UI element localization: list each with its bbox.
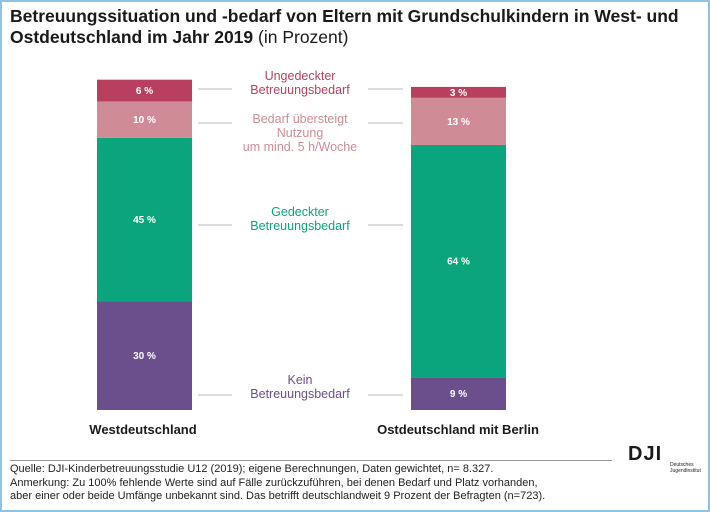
chart-title: Betreuungssituation und -bedarf von Elte…	[10, 6, 700, 48]
footer-note-line2: aber einer oder beide Umfänge unbekannt …	[10, 490, 546, 502]
data-label-ostdeutschland-mit-berlin-ungedeckter-betreuungsbedarf: 3 %	[450, 88, 467, 99]
series-label-ungedeckter-betreuungsbedarf-line2: Betreuungsbedarf	[250, 83, 350, 97]
footer-note-line1: Anmerkung: Zu 100% fehlende Werte sind a…	[10, 476, 538, 489]
series-label-kein-betreuungsbedarf-line1: Kein	[287, 373, 312, 387]
series-label-ungedeckter-betreuungsbedarf-line1: Ungedeckter	[265, 69, 336, 83]
data-label-ostdeutschland-mit-berlin-gedeckter-betreuungsbedarf: 64 %	[447, 257, 470, 268]
chart-title-sub: (in Prozent)	[253, 27, 349, 47]
data-label-ostdeutschland-mit-berlin-kein-betreuungsbedarf: 9 %	[450, 389, 467, 400]
data-label-westdeutschland-ungedeckter-betreuungsbedarf: 6 %	[136, 86, 153, 97]
series-label-gedeckter-betreuungsbedarf-line1: Gedeckter	[271, 205, 329, 219]
dji-logo: DJI Deutsches Jugendinstitut	[628, 443, 708, 483]
series-label-bedarf-ubersteigt-nutzung-um-mind-5-h-woche-line2: Nutzung	[277, 126, 324, 140]
series-label-gedeckter-betreuungsbedarf-line2: Betreuungsbedarf	[250, 219, 350, 233]
chart-title-main: Betreuungssituation und -bedarf von Elte…	[10, 6, 679, 47]
bar-ostdeutschland-mit-berlin-bedarf-ubersteigt-nutzung-um-mind-5-h-woche	[411, 97, 506, 146]
dji-logo-mark: DJI	[628, 443, 663, 465]
dji-logo-text-line2: Jugendinstitut	[670, 468, 701, 474]
dji-logo-text: Deutsches Jugendinstitut	[670, 462, 701, 474]
stacked-bar-chart: 30 % 45 % 10 % 6 % Westdeutschland 9 % 64 % 13 …	[89, 69, 539, 437]
bar-ostdeutschland-mit-berlin-gedeckter-betreuungsbedarf	[411, 145, 506, 378]
footer-divider	[10, 460, 612, 461]
data-label-westdeutschland-bedarf-ubersteigt-nutzung-um-mind-5-h-woche: 10 %	[133, 115, 156, 126]
category-label-ostdeutschland-mit-berlin: Ostdeutschland mit Berlin	[377, 422, 539, 437]
data-label-westdeutschland-gedeckter-betreuungsbedarf: 45 %	[133, 215, 156, 226]
category-label-westdeutschland: Westdeutschland	[89, 422, 196, 437]
dji-logo-text-line1: Deutsches	[670, 462, 694, 468]
footer: Quelle: DJI-Kinderbetreuungsstudie U12 (…	[10, 463, 610, 504]
series-label-bedarf-ubersteigt-nutzung-um-mind-5-h-woche-line1: Bedarf übersteigt	[252, 112, 348, 126]
bar-westdeutschland-gedeckter-betreuungsbedarf	[97, 137, 192, 302]
series-label-kein-betreuungsbedarf-line2: Betreuungsbedarf	[250, 387, 350, 401]
bar-westdeutschland-kein-betreuungsbedarf	[97, 301, 192, 410]
series-label-bedarf-ubersteigt-nutzung-um-mind-5-h-woche-line3: um mind. 5 h/Woche	[243, 140, 357, 154]
footer-source: Quelle: DJI-Kinderbetreuungsstudie U12 (…	[10, 463, 494, 475]
data-label-ostdeutschland-mit-berlin-bedarf-ubersteigt-nutzung-um-mind-5-h-woche: 13 %	[447, 117, 470, 128]
bar-ostdeutschland-mit-berlin-ungedeckter-betreuungsbedarf	[411, 86, 506, 98]
data-label-westdeutschland-kein-betreuungsbedarf: 30 %	[133, 351, 156, 362]
bar-westdeutschland-ungedeckter-betreuungsbedarf	[97, 79, 192, 102]
bar-ostdeutschland-mit-berlin-kein-betreuungsbedarf	[411, 377, 506, 410]
bar-westdeutschland-bedarf-ubersteigt-nutzung-um-mind-5-h-woche	[97, 101, 192, 138]
